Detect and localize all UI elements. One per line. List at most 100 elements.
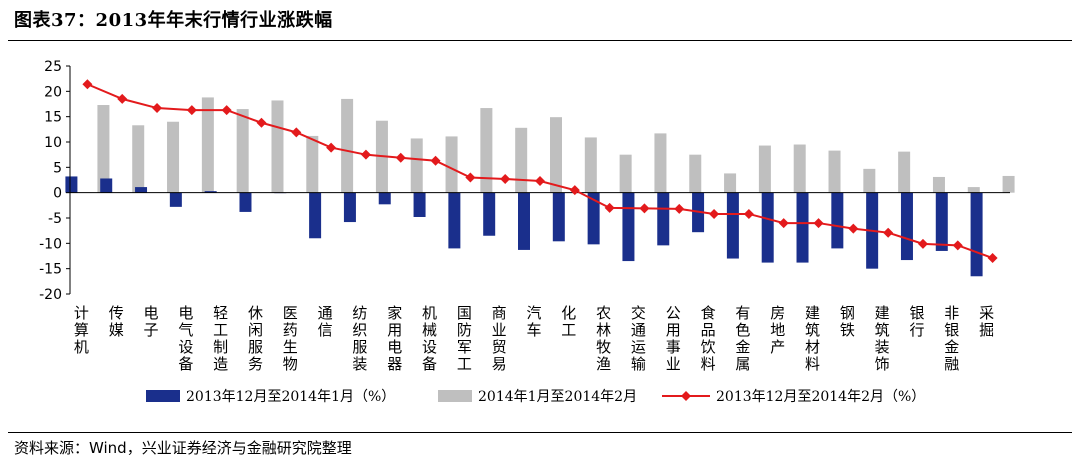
y-tick-label-4: 5 [53, 160, 62, 176]
x-tick-label-0: 计算机 [74, 304, 89, 356]
bar-s1-26 [970, 192, 983, 277]
bar-s2-18 [724, 173, 737, 193]
x-tick-label-11: 国防军工 [457, 304, 472, 373]
bar-s2-9 [410, 138, 423, 193]
bar-s2-3 [201, 97, 214, 193]
bar-s2-20 [793, 144, 806, 193]
bar-s2-12 [515, 127, 528, 193]
x-tick-label-4: 轻工制造 [213, 304, 228, 373]
x-tick-label-25: 非银金融 [944, 304, 959, 373]
line-point-19 [743, 208, 754, 219]
x-tick-label-26: 采掘 [979, 304, 994, 339]
bars-layer [65, 97, 1015, 277]
line-layer [82, 79, 998, 264]
line-point-18 [709, 208, 720, 219]
bar-s2-6 [306, 135, 319, 193]
bar-s2-21 [828, 150, 841, 193]
bar-s2-2 [167, 121, 180, 193]
bar-s2-26 [1002, 175, 1015, 193]
y-tick-label-1: 20 [44, 84, 62, 100]
line-point-8 [360, 149, 371, 160]
line-point-3 [186, 105, 197, 116]
bar-s1-11 [448, 192, 461, 249]
bar-s2-0 [97, 105, 110, 193]
bar-s1-0 [65, 176, 78, 193]
legend-label-2: 2013年12月至2014年2月（%） [716, 389, 925, 405]
bar-s1-19 [726, 192, 739, 259]
bar-s1-17 [657, 192, 670, 246]
x-tick-label-6: 医药生物 [283, 304, 298, 373]
bar-s1-13 [518, 192, 530, 250]
line-point-12 [500, 173, 511, 184]
line-point-16 [639, 203, 650, 214]
x-tick-label-20: 房地产 [770, 304, 785, 356]
bar-s2-24 [932, 176, 945, 193]
bar-s1-25 [935, 192, 948, 251]
line-point-1 [117, 93, 128, 104]
bar-s1-4 [204, 191, 217, 193]
bar-s1-16 [622, 192, 635, 262]
top-rule [8, 40, 1072, 41]
x-tick-label-19: 有色金属 [735, 304, 750, 373]
x-tick-label-7: 通信 [318, 304, 333, 339]
bar-s2-15 [619, 154, 632, 193]
line-point-6 [291, 127, 302, 138]
bar-s1-1 [100, 178, 113, 193]
bar-s2-14 [584, 137, 597, 193]
legend-label-0: 2013年12月至2014年1月（%） [186, 389, 395, 405]
line-point-5 [256, 117, 267, 128]
y-tick-label-6: -5 [48, 211, 62, 227]
line-point-15 [604, 202, 615, 213]
bar-s2-23 [898, 151, 911, 193]
bar-s1-8 [343, 192, 356, 223]
x-tick-label-24: 银行 [909, 304, 924, 339]
legend-swatch-0 [146, 390, 180, 402]
legend-swatch-1 [438, 390, 472, 402]
line-point-11 [465, 172, 476, 183]
y-tick-label-9: -20 [39, 287, 62, 303]
y-tick-label-8: -15 [39, 262, 62, 278]
bar-s1-5 [239, 192, 252, 212]
bar-s2-1 [132, 125, 145, 193]
line-point-17 [674, 203, 685, 214]
bar-s2-5 [271, 100, 284, 193]
bar-s2-17 [689, 154, 702, 193]
line-point-22 [848, 223, 859, 234]
bar-s2-4 [236, 109, 249, 193]
line-point-20 [778, 218, 789, 229]
source-note: 资料来源：Wind，兴业证券经济与金融研究院整理 [14, 439, 352, 457]
y-tick-label-0: 25 [44, 59, 62, 75]
x-tick-label-22: 钢铁 [840, 304, 855, 339]
x-tick-label-10: 机械设备 [422, 304, 437, 373]
legend: 2013年12月至2014年1月（%） 2014年1月至2014年2月 2013年1… [146, 389, 925, 405]
line-point-24 [917, 238, 928, 249]
line-point-21 [813, 218, 824, 229]
line-point-23 [883, 227, 894, 238]
bar-s2-13 [550, 117, 562, 193]
line-point-0 [82, 79, 93, 90]
bar-s1-22 [831, 192, 844, 249]
line-point-25 [952, 240, 963, 251]
x-tick-label-9: 家用电器 [387, 304, 402, 373]
line-point-4 [221, 105, 232, 116]
bar-s1-9 [378, 192, 391, 205]
bar-s1-15 [587, 192, 600, 245]
x-tick-label-1: 传媒 [109, 304, 124, 339]
y-tick-label-3: 10 [44, 135, 62, 151]
bar-s1-2 [135, 187, 148, 193]
line-point-13 [535, 176, 545, 187]
x-tick-label-16: 交通运输 [631, 304, 646, 373]
bar-s1-24 [900, 192, 913, 261]
line-point-10 [430, 155, 441, 166]
x-tick-label-2: 电子 [144, 304, 159, 339]
line-point-9 [395, 152, 406, 163]
bar-s2-16 [654, 133, 667, 193]
legend-label-1: 2014年1月至2014年2月 [478, 389, 637, 405]
bar-s1-21 [796, 192, 809, 263]
bar-s1-20 [761, 192, 774, 263]
x-tick-label-8: 纺织服装 [352, 304, 367, 373]
bar-s2-11 [480, 108, 493, 193]
line-point-2 [152, 103, 163, 114]
